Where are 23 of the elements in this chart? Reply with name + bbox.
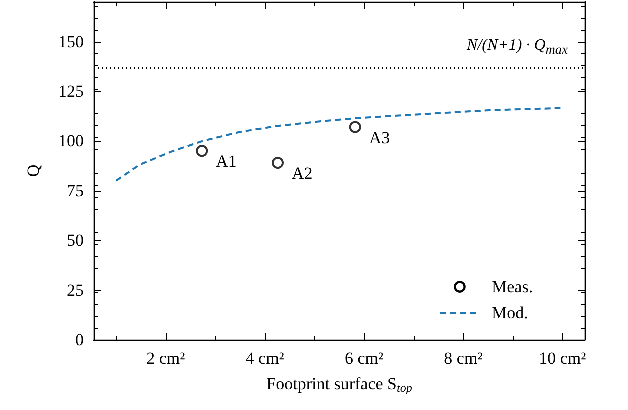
annotation: A1 — [216, 152, 237, 172]
y-tick-label: 0 — [76, 330, 84, 350]
annotation: A3 — [369, 128, 390, 148]
y-tick-label: 25 — [67, 280, 84, 300]
legend-label: Meas. — [492, 278, 534, 296]
x-tick-label: 8 cm² — [444, 349, 483, 368]
point — [272, 157, 284, 170]
y-tick-label: 100 — [58, 132, 84, 151]
x-tick-label: 2 cm² — [146, 349, 186, 368]
y-axis-title: Q — [24, 164, 43, 178]
point — [196, 145, 208, 158]
x-tick-label: 6 cm² — [344, 349, 384, 368]
x-tick-label: 4 cm² — [246, 349, 284, 368]
y-tick-label: 75 — [67, 181, 84, 200]
y-tick-label: 125 — [58, 82, 84, 101]
legend-label: Mod. — [492, 304, 528, 322]
line-series — [115, 107, 562, 182]
y-tick-label: 50 — [67, 231, 84, 250]
x-tick-label: 10 cm² — [539, 349, 586, 368]
annotation: A2 — [292, 164, 313, 184]
y-tick-label: 150 — [58, 32, 84, 52]
ref-line-label: N/(N+1) · Q$_{max}$ — [466, 36, 568, 57]
point — [349, 121, 362, 134]
